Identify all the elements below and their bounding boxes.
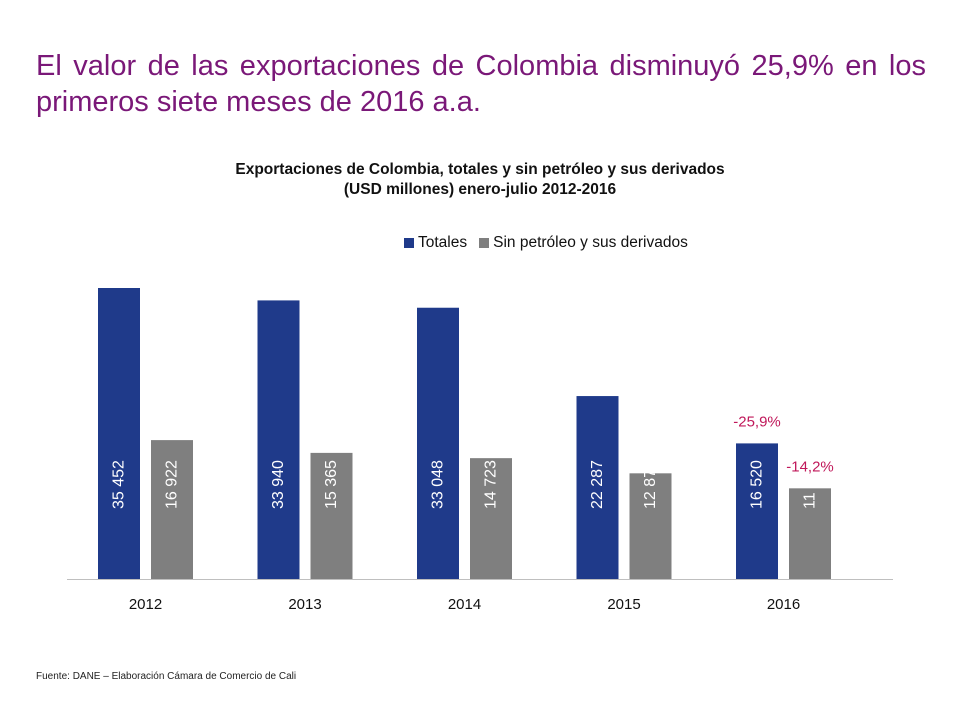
data-label-sin-petroleo-2016: 11 047	[802, 461, 819, 509]
x-tick-label-2012: 2012	[129, 596, 162, 613]
bar-totales-2014	[417, 307, 459, 579]
x-tick-label-2014: 2014	[448, 596, 481, 613]
data-label-sin-petroleo-2012: 16 922	[164, 460, 181, 509]
data-label-sin-petroleo-2014: 14 723	[483, 460, 500, 509]
data-label-totales-2013: 33 940	[270, 460, 287, 509]
data-label-sin-petroleo-2015: 12 874	[642, 460, 659, 509]
annotation-change-sin-petroleo: -14,2%	[786, 458, 834, 475]
bar-totales-2013	[257, 300, 300, 579]
slide-title: El valor de las exportaciones de Colombi…	[36, 50, 926, 118]
bar-sin-petroleo-2012	[151, 440, 193, 579]
chart-title: Exportaciones de Colombia, totales y sin…	[0, 160, 960, 200]
x-tick-label-2015: 2015	[607, 596, 640, 613]
bar-sin-petroleo-2014	[470, 458, 512, 579]
source-note: Fuente: DANE – Elaboración Cámara de Com…	[36, 671, 297, 682]
legend-swatch-totales	[404, 238, 414, 248]
bar-totales-2016	[736, 443, 778, 579]
data-label-totales-2016: 16 520	[749, 460, 766, 509]
bar-sin-petroleo-2015	[629, 473, 672, 579]
legend-label-sin-petroleo: Sin petróleo y sus derivados	[493, 234, 688, 251]
legend-item-sin-petroleo: Sin petróleo y sus derivados	[479, 234, 688, 252]
data-label-totales-2012: 35 452	[111, 460, 128, 509]
chart-title-line2: (USD millones) enero-julio 2012-2016	[343, 181, 617, 198]
x-tick-label-2013: 2013	[288, 596, 321, 613]
legend-swatch-sin-petroleo	[479, 238, 490, 248]
bar-sin-petroleo-2016	[789, 488, 831, 579]
x-tick-label-2016: 2016	[767, 596, 800, 613]
chart-title-line1: Exportaciones de Colombia, totales y sin…	[235, 161, 725, 178]
bar-totales-2012	[98, 288, 140, 579]
annotation-change-totales: -25,9%	[733, 413, 781, 430]
chart-legend: Totales Sin petróleo y sus derivados	[404, 234, 700, 252]
legend-item-totales: Totales	[404, 234, 467, 252]
data-label-sin-petroleo-2013: 15 365	[323, 460, 340, 509]
data-label-totales-2015: 22 287	[589, 460, 606, 509]
data-label-totales-2014: 33 048	[430, 460, 447, 509]
legend-label-totales: Totales	[418, 234, 468, 251]
bar-sin-petroleo-2013	[310, 452, 353, 579]
bar-totales-2015	[576, 396, 619, 579]
